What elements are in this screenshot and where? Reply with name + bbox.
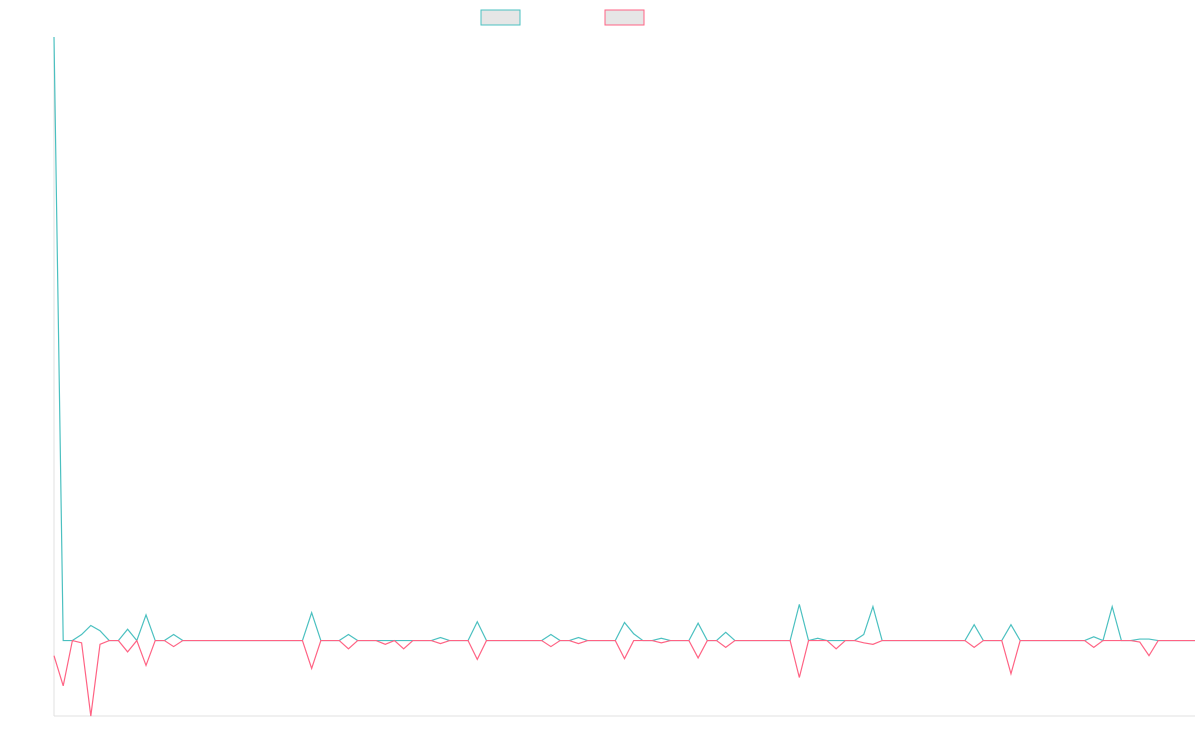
- series-line: [53, 639, 1195, 717]
- legend-swatch: [604, 9, 645, 26]
- series-line: [53, 36, 1195, 642]
- legend-swatch: [480, 9, 521, 26]
